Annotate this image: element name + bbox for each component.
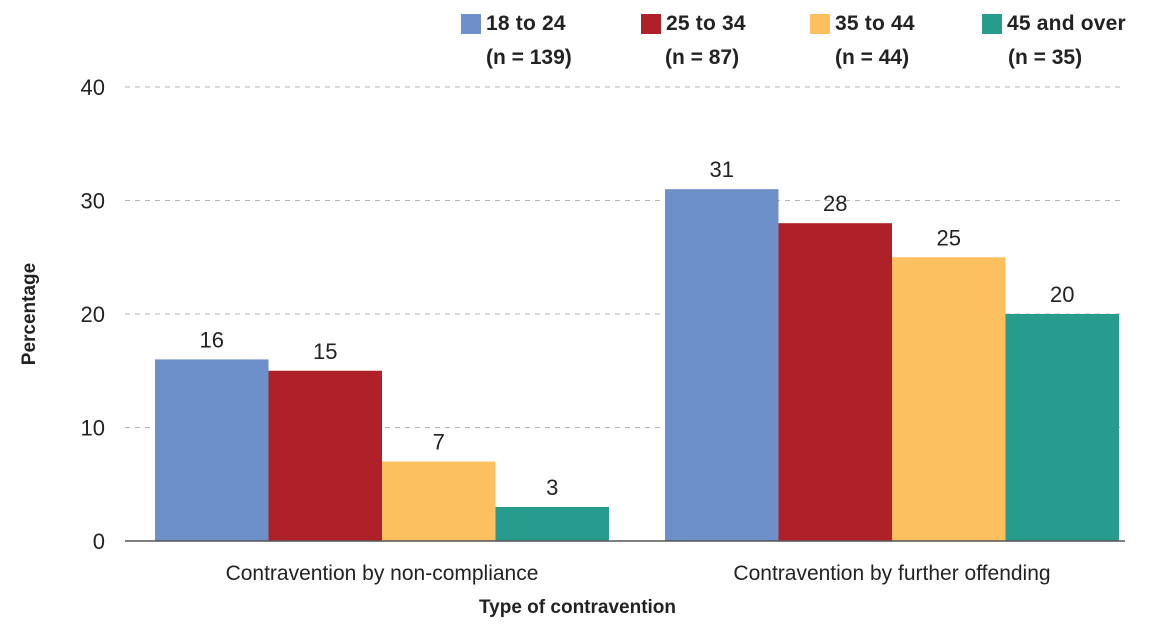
legend-n-45-and-over: (n = 35) xyxy=(1008,46,1083,69)
bar-45-and-over-contravention-by-non-compliance xyxy=(495,506,609,541)
data-label: 31 xyxy=(710,157,734,182)
y-tick-label: 40 xyxy=(81,75,105,100)
data-label: 3 xyxy=(546,475,558,500)
x-axis-ticks: Contravention by non-compliance Contraven… xyxy=(226,562,1051,585)
legend-swatch-25-to-34 xyxy=(641,14,661,34)
bar-45-and-over-contravention-by-further-offending xyxy=(1005,314,1119,541)
legend-swatch-18-to-24 xyxy=(461,14,481,34)
category-label-contravention-by-non-compliance: Contravention by non-compliance xyxy=(226,562,539,585)
legend: 18 to 24 (n = 139) 25 to 34 (n = 87) 35 … xyxy=(0,10,1155,80)
bar-25-to-34-contravention-by-further-offending xyxy=(778,223,892,541)
legend-n-25-to-34: (n = 87) xyxy=(665,46,740,69)
bar-labels: 16 15 7 3 31 28 25 20 xyxy=(200,157,1075,500)
y-tick-label: 10 xyxy=(81,416,105,441)
data-label: 28 xyxy=(823,191,847,216)
bar-18-to-24-contravention-by-further-offending xyxy=(665,189,779,541)
data-label: 20 xyxy=(1050,282,1074,307)
category-label-contravention-by-further-offending: Contravention by further offending xyxy=(733,562,1050,585)
legend-n-35-to-44: (n = 44) xyxy=(835,46,910,69)
y-axis-ticks: 0 10 20 30 40 xyxy=(81,75,105,554)
data-label: 16 xyxy=(200,327,224,352)
data-label: 15 xyxy=(313,339,337,364)
legend-label-35-to-44: 35 to 44 xyxy=(835,12,915,35)
legend-n-18-to-24: (n = 139) xyxy=(486,46,572,69)
bar-35-to-44-contravention-by-non-compliance xyxy=(382,461,496,541)
legend-swatch-35-to-44 xyxy=(810,14,830,34)
legend-label-45-and-over: 45 and over xyxy=(1007,12,1126,35)
data-label: 25 xyxy=(937,225,961,250)
y-tick-label: 0 xyxy=(93,529,105,554)
y-tick-label: 30 xyxy=(81,189,105,214)
bars xyxy=(155,189,1119,541)
bar-18-to-24-contravention-by-non-compliance xyxy=(155,359,269,541)
legend-label-18-to-24: 18 to 24 xyxy=(486,12,566,35)
legend-swatch-45-and-over xyxy=(982,14,1002,34)
y-axis-title: Percentage xyxy=(19,262,40,366)
bar-25-to-34-contravention-by-non-compliance xyxy=(268,370,382,541)
legend-label-25-to-34: 25 to 34 xyxy=(666,12,746,35)
bar-35-to-44-contravention-by-further-offending xyxy=(892,257,1006,541)
y-tick-label: 20 xyxy=(81,302,105,327)
x-axis-title: Type of contravention xyxy=(478,597,677,618)
data-label: 7 xyxy=(433,430,445,455)
